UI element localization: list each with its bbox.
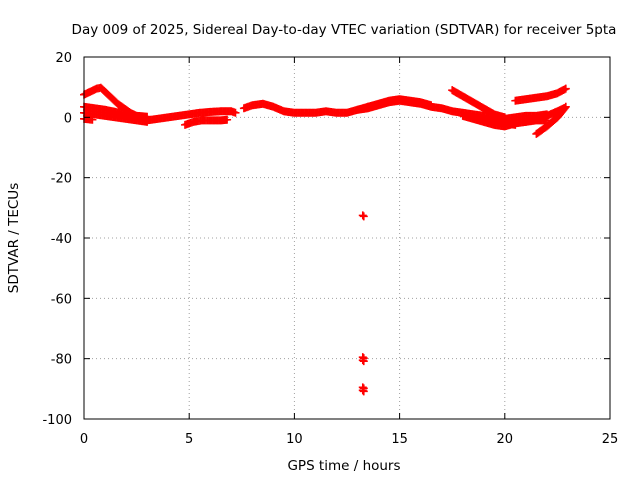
data-point <box>427 101 436 110</box>
data-point <box>559 104 568 113</box>
data-point <box>223 115 232 124</box>
y-axis-label: SDTVAR / TECUs <box>6 183 22 293</box>
outlier-point <box>359 212 368 221</box>
x-tick-label: 10 <box>286 432 303 447</box>
outlier-point <box>359 387 368 396</box>
data-point <box>561 84 570 93</box>
data-point <box>88 115 97 124</box>
y-tick-label: 20 <box>55 51 72 66</box>
chart-title: Day 009 of 2025, Sidereal Day-to-day VTE… <box>72 22 617 38</box>
x-tick-label: 0 <box>80 432 88 447</box>
outlier-point <box>359 357 368 366</box>
x-tick-label: 5 <box>185 432 193 447</box>
x-tick-label: 25 <box>602 432 619 447</box>
data-point <box>231 108 240 117</box>
y-tick-label: 0 <box>64 111 72 126</box>
y-tick-label: -100 <box>42 413 72 428</box>
x-tick-label: 15 <box>391 432 408 447</box>
x-axis-label: GPS time / hours <box>287 458 400 474</box>
axis-ticks: 0 5 10 15 20 25 20 0 -20 -40 -60 -80 -100 <box>42 51 618 447</box>
outlier-point <box>358 356 367 365</box>
outlier-point <box>358 386 367 395</box>
y-tick-label: -60 <box>51 292 72 307</box>
outlier-point <box>358 211 367 220</box>
x-tick-label: 20 <box>497 432 514 447</box>
data-series <box>80 83 570 396</box>
y-tick-label: -80 <box>51 353 72 368</box>
y-tick-label: -20 <box>51 172 72 187</box>
y-tick-label: -40 <box>51 232 72 247</box>
